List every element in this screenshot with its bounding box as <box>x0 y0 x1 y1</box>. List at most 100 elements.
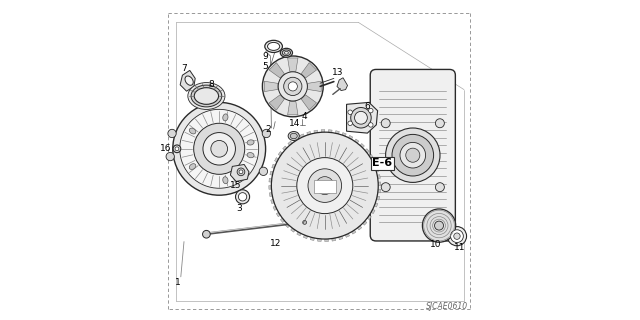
Ellipse shape <box>268 43 280 51</box>
Circle shape <box>348 110 353 115</box>
Circle shape <box>278 72 307 101</box>
Circle shape <box>308 169 342 203</box>
Text: 7: 7 <box>181 64 187 73</box>
Circle shape <box>297 158 353 214</box>
Circle shape <box>166 152 174 161</box>
Circle shape <box>400 142 426 168</box>
Polygon shape <box>307 132 311 135</box>
Polygon shape <box>369 155 373 159</box>
Circle shape <box>385 128 440 182</box>
Polygon shape <box>278 151 282 156</box>
Polygon shape <box>287 101 298 115</box>
Ellipse shape <box>247 153 254 158</box>
Polygon shape <box>357 226 362 230</box>
Polygon shape <box>325 239 328 242</box>
Circle shape <box>262 129 271 138</box>
Circle shape <box>173 102 266 195</box>
Ellipse shape <box>195 88 219 104</box>
Circle shape <box>392 134 434 176</box>
Polygon shape <box>288 141 292 145</box>
Circle shape <box>237 168 245 176</box>
Polygon shape <box>371 209 375 214</box>
Polygon shape <box>283 146 287 150</box>
Circle shape <box>239 193 247 201</box>
Text: 9: 9 <box>262 52 268 60</box>
Circle shape <box>180 109 259 188</box>
Polygon shape <box>269 63 284 78</box>
Ellipse shape <box>282 50 291 56</box>
Circle shape <box>351 108 371 128</box>
Circle shape <box>194 123 244 174</box>
Polygon shape <box>317 239 321 242</box>
Ellipse shape <box>223 177 228 184</box>
Polygon shape <box>297 232 301 236</box>
FancyBboxPatch shape <box>370 69 456 241</box>
Circle shape <box>271 132 378 239</box>
Polygon shape <box>270 171 273 175</box>
Text: 2: 2 <box>266 125 271 134</box>
Polygon shape <box>269 186 271 189</box>
Polygon shape <box>360 143 364 148</box>
Circle shape <box>316 177 334 195</box>
Circle shape <box>262 56 323 117</box>
Polygon shape <box>377 175 380 179</box>
Text: 15: 15 <box>230 181 242 190</box>
Circle shape <box>236 190 250 204</box>
Text: 8: 8 <box>209 80 214 89</box>
Polygon shape <box>374 203 378 207</box>
Polygon shape <box>337 78 348 91</box>
Circle shape <box>369 108 373 113</box>
Polygon shape <box>264 81 278 92</box>
Circle shape <box>203 132 236 165</box>
Text: E-6: E-6 <box>372 158 392 168</box>
Circle shape <box>422 209 456 242</box>
Circle shape <box>168 129 176 138</box>
Text: 11: 11 <box>454 244 466 252</box>
Polygon shape <box>301 63 317 78</box>
Polygon shape <box>280 218 285 222</box>
Polygon shape <box>180 70 195 91</box>
Polygon shape <box>275 158 278 162</box>
Polygon shape <box>269 95 284 110</box>
Polygon shape <box>367 215 371 220</box>
Circle shape <box>173 145 181 153</box>
Polygon shape <box>335 131 339 134</box>
Circle shape <box>447 227 467 246</box>
Circle shape <box>369 123 373 127</box>
Polygon shape <box>376 196 380 200</box>
Polygon shape <box>363 221 367 225</box>
Circle shape <box>239 170 243 174</box>
Circle shape <box>435 221 444 230</box>
Ellipse shape <box>185 76 193 85</box>
Circle shape <box>381 183 390 192</box>
Polygon shape <box>303 235 308 239</box>
Polygon shape <box>271 199 274 204</box>
Circle shape <box>355 111 367 124</box>
Polygon shape <box>365 149 369 153</box>
Polygon shape <box>378 182 381 186</box>
Text: 4: 4 <box>302 112 307 121</box>
Ellipse shape <box>280 48 292 57</box>
Text: 6: 6 <box>365 102 370 111</box>
Ellipse shape <box>191 85 222 107</box>
Polygon shape <box>269 178 272 182</box>
Polygon shape <box>269 193 273 196</box>
Ellipse shape <box>223 114 228 121</box>
Polygon shape <box>291 228 295 232</box>
Polygon shape <box>308 81 321 92</box>
Text: 13: 13 <box>332 68 343 76</box>
Circle shape <box>284 77 302 96</box>
Ellipse shape <box>288 132 300 140</box>
Polygon shape <box>310 237 314 241</box>
Polygon shape <box>348 135 353 139</box>
Text: 10: 10 <box>430 240 442 249</box>
Circle shape <box>211 140 228 157</box>
Circle shape <box>259 167 268 175</box>
Text: 5: 5 <box>262 62 268 71</box>
Ellipse shape <box>247 140 254 145</box>
Ellipse shape <box>284 52 288 54</box>
Ellipse shape <box>265 40 282 52</box>
Text: 12: 12 <box>269 239 281 248</box>
Polygon shape <box>273 206 277 210</box>
Polygon shape <box>345 234 349 237</box>
